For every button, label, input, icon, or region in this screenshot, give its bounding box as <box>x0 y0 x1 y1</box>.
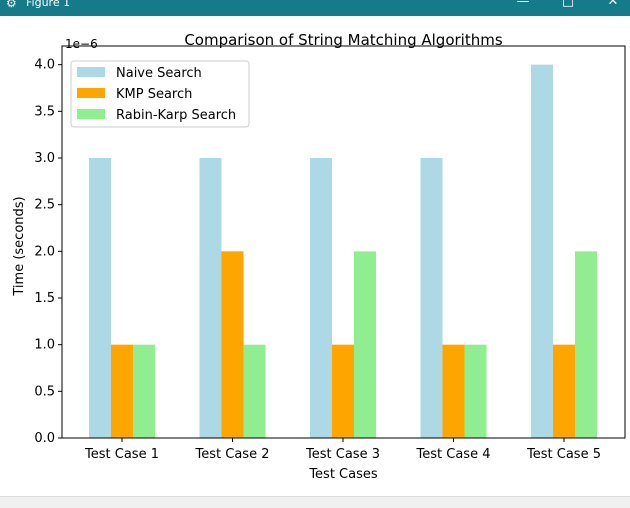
matplotlib-icon: ⚙ <box>6 0 17 10</box>
legend-swatch <box>77 109 105 119</box>
y-tick-label: 0.5 <box>34 384 55 399</box>
bar-chart: 0.0 0.5 1.0 1.5 2.0 2.5 3.0 3.5 4.0 Test Case 1 T… <box>12 31 626 482</box>
bar-kmp-search-4 <box>442 344 465 438</box>
bar-rabin-karp-search-1 <box>133 344 155 438</box>
chart-title: Comparison of String Matching Algorithms <box>184 31 503 49</box>
y-tick-label: 3.5 <box>34 104 55 119</box>
x-tick-label: Test Case 4 <box>416 447 491 462</box>
legend-swatch <box>77 88 105 98</box>
x-tick-label: Test Case 3 <box>305 447 380 462</box>
bar-naive-search-5 <box>531 64 553 438</box>
axes-frame <box>61 45 626 439</box>
axis-offset-text: 1e−6 <box>65 37 98 51</box>
bar-rabin-karp-search-2 <box>243 344 266 438</box>
legend-label: Naive Search <box>116 66 202 81</box>
toolbar-strip <box>0 496 630 508</box>
y-tick-label: 2.5 <box>34 198 55 213</box>
legend-label: Rabin-Karp Search <box>116 108 236 123</box>
bar-naive-search-2 <box>199 158 222 438</box>
bar-kmp-search-3 <box>332 344 354 438</box>
legend-label: KMP Search <box>116 87 192 102</box>
window-title: Figure 1 <box>26 0 71 9</box>
x-axis-label: Test Cases <box>308 467 378 482</box>
bar-naive-search-4 <box>420 158 443 438</box>
bar-rabin-karp-search-3 <box>354 251 376 438</box>
x-tick-label: Test Case 2 <box>195 447 270 462</box>
y-tick-label: 3.0 <box>34 151 55 166</box>
window-titlebar: ⚙ Figure 1 — □ ✕ <box>0 0 630 16</box>
bar-kmp-search-5 <box>553 344 575 438</box>
legend-frame <box>70 60 250 128</box>
bar-naive-search-1 <box>89 158 111 438</box>
x-tick-label: Test Case 5 <box>526 447 601 462</box>
legend-swatch <box>77 67 105 77</box>
y-tick-label: 1.0 <box>34 338 55 353</box>
y-axis-label: Time (seconds) <box>12 196 27 296</box>
close-icon[interactable]: ✕ <box>607 0 619 9</box>
bar-kmp-search-1 <box>111 344 133 438</box>
bar-rabin-karp-search-5 <box>575 251 597 438</box>
y-tick-label: 4.0 <box>34 58 55 73</box>
minimize-icon[interactable]: — <box>516 0 530 9</box>
y-tick-label: 2.0 <box>34 244 55 259</box>
bar-rabin-karp-search-4 <box>464 344 487 438</box>
figure-canvas: 0.0 0.5 1.0 1.5 2.0 2.5 3.0 3.5 4.0 Test Case 1 T… <box>0 16 630 496</box>
x-tick-label: Test Case 1 <box>84 447 159 462</box>
bar-kmp-search-2 <box>221 251 244 438</box>
y-tick-label: 0.0 <box>34 431 55 446</box>
legend: Naive Search KMP Search Rabin-Karp Search <box>70 60 250 128</box>
maximize-icon[interactable]: □ <box>561 0 575 9</box>
y-tick-label: 1.5 <box>34 291 55 306</box>
bar-naive-search-3 <box>310 158 332 438</box>
